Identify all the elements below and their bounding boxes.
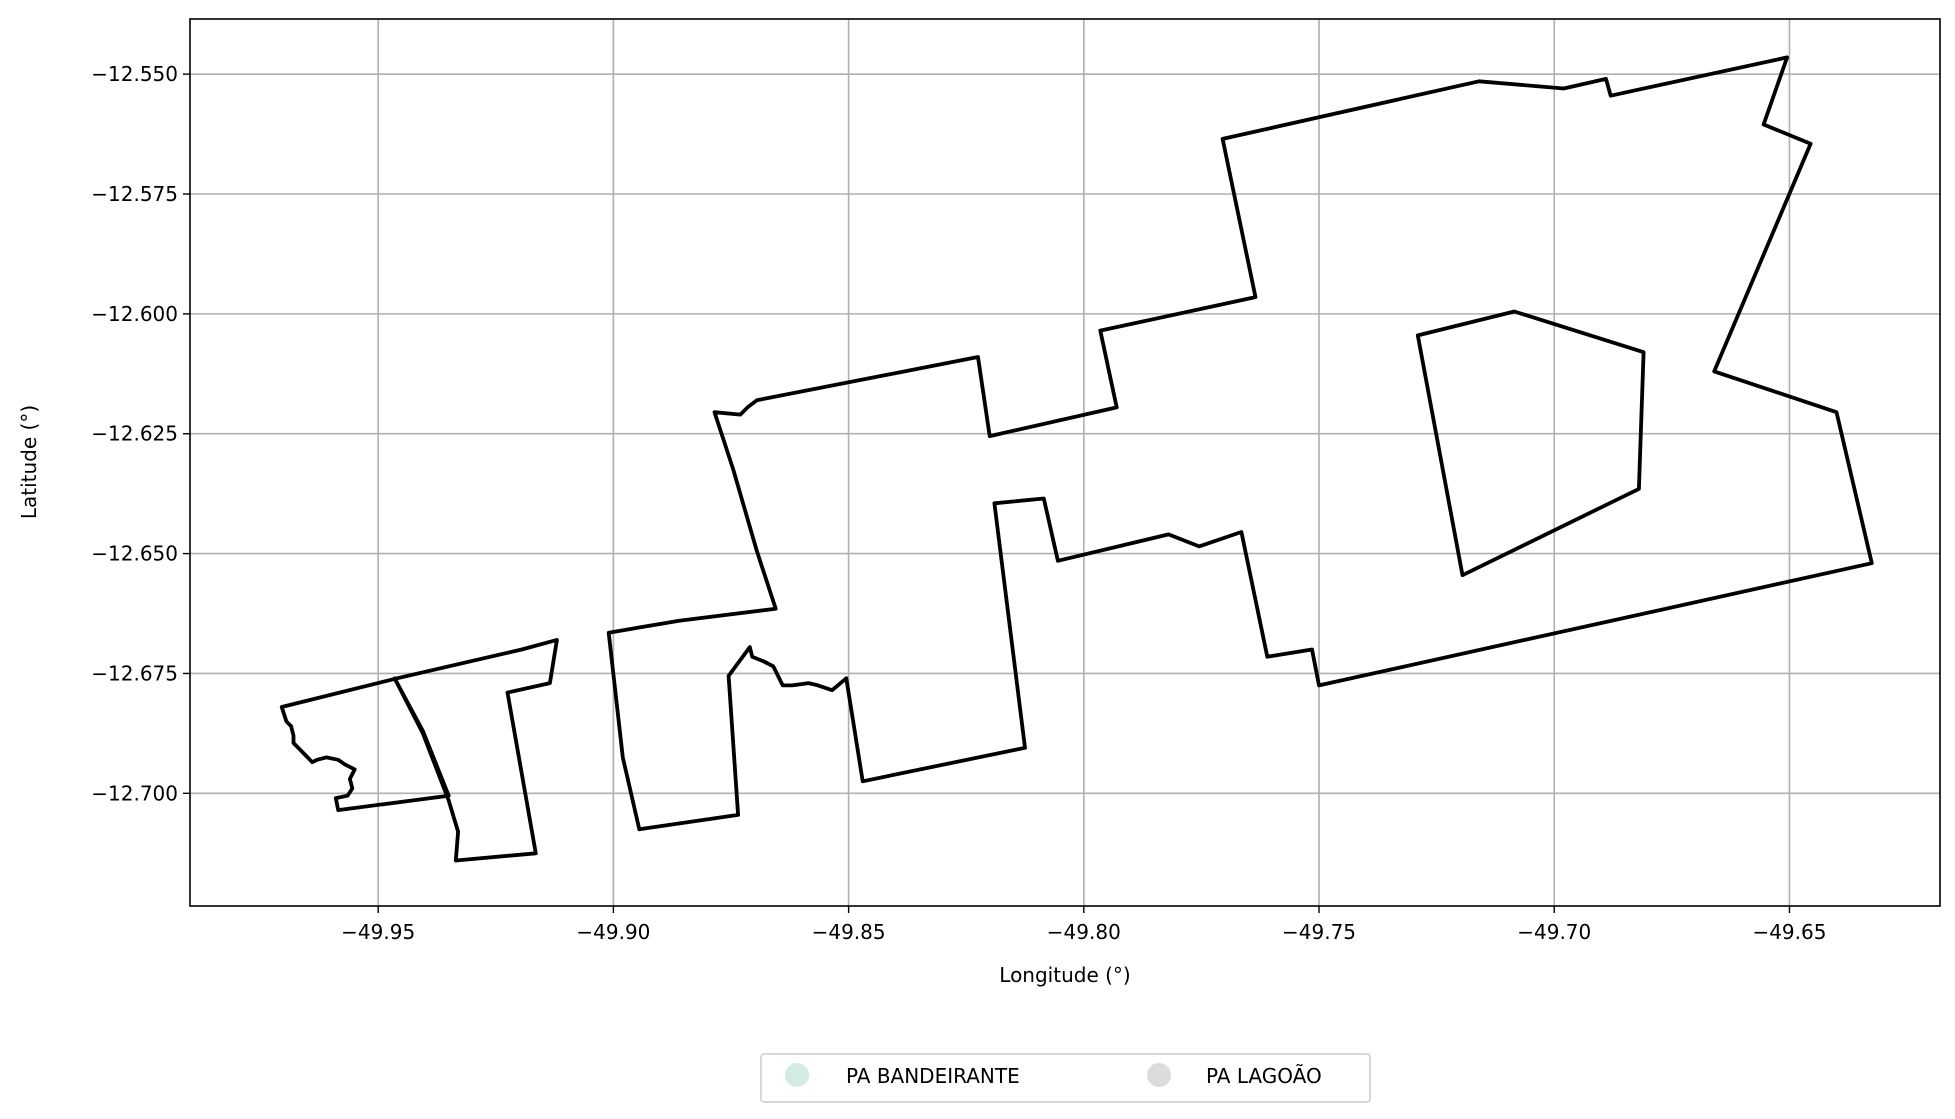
y-axis-ticks: −12.550 −12.575 −12.600 −12.625 −12.650 −12.6… <box>91 62 190 805</box>
polygon-pa-lagoao-2 <box>1415 309 1646 578</box>
y-axis-label: Latitude (°) <box>17 405 41 519</box>
x-axis-ticks: −49.95 −49.90 −49.85 −49.80 −49.75 −49.70 −49.… <box>341 906 1826 944</box>
y-tick-label: −12.575 <box>91 182 178 206</box>
x-tick-label: −49.65 <box>1752 920 1826 944</box>
legend-marker-pa-bandeirante <box>785 1063 809 1087</box>
x-tick-label: −49.70 <box>1517 920 1591 944</box>
legend-label-pa-lagoao: PA LAGOÃO <box>1206 1064 1322 1088</box>
x-axis-label: Longitude (°) <box>999 963 1130 987</box>
y-tick-label: −12.625 <box>91 422 178 446</box>
x-tick-label: −49.75 <box>1282 920 1356 944</box>
y-tick-label: −12.650 <box>91 542 178 566</box>
polygon-pa-bandeirante-1 <box>279 638 559 863</box>
x-tick-label: −49.90 <box>576 920 650 944</box>
y-tick-label: −12.550 <box>91 62 178 86</box>
y-tick-label: −12.675 <box>91 661 178 685</box>
x-tick-label: −49.95 <box>341 920 415 944</box>
y-tick-label: −12.700 <box>91 781 178 805</box>
polygon-pa-lagoao-1 <box>606 55 1874 832</box>
x-tick-label: −49.80 <box>1047 920 1121 944</box>
legend-label-pa-bandeirante: PA BANDEIRANTE <box>846 1064 1020 1088</box>
legend-marker-pa-lagoao <box>1147 1063 1171 1087</box>
plot-frame <box>189 18 1941 907</box>
legend: PA BANDEIRANTE PA LAGOÃO <box>760 1053 1371 1103</box>
x-tick-label: −49.85 <box>812 920 886 944</box>
y-tick-label: −12.600 <box>91 302 178 326</box>
map-polygons <box>279 55 1874 863</box>
legend-frame <box>760 1053 1371 1103</box>
grid-lines <box>190 19 1940 906</box>
